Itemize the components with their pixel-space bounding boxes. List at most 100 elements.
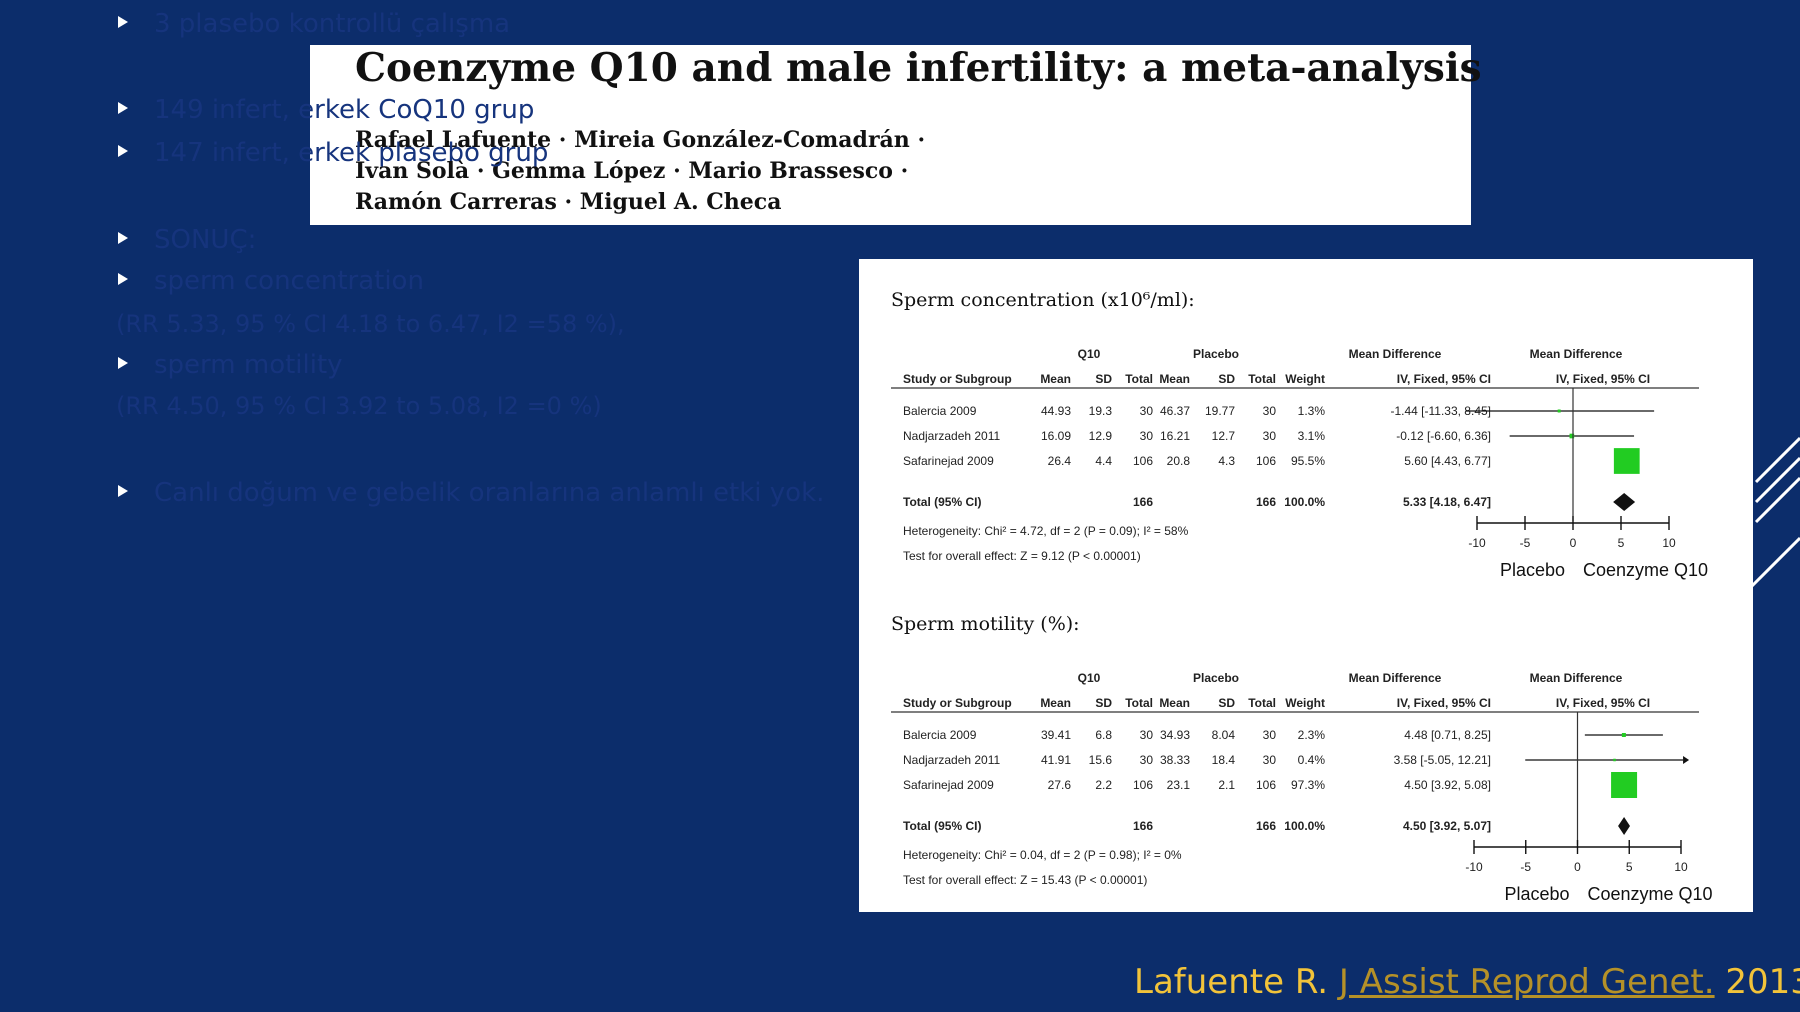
table-cell: 19.77 — [1205, 404, 1235, 418]
table-cell: 2.1 — [1218, 778, 1235, 792]
table-cell: 38.33 — [1160, 753, 1190, 767]
table-cell: 8.04 — [1212, 728, 1236, 742]
study-square — [1613, 758, 1616, 762]
x-tick-label: 5 — [1626, 860, 1633, 874]
table-cell: 6.8 — [1095, 728, 1112, 742]
forest-title: Sperm concentration (x10⁶/ml): — [891, 289, 1195, 311]
bullet-arrow-icon — [118, 272, 128, 285]
total-diamond — [1618, 817, 1630, 835]
column-header: IV, Fixed, 95% CI — [1397, 372, 1491, 386]
column-header: Mean — [1040, 696, 1071, 710]
table-cell: 4.3 — [1218, 454, 1235, 468]
citation-year: 2013 — [1725, 962, 1800, 1002]
result-motility: (RR 4.50, 95 % CI 3.92 to 5.08, I2 =0 %) — [116, 392, 602, 420]
table-cell: 30 — [1140, 404, 1154, 418]
total-label: Total (95% CI) — [903, 495, 981, 509]
table-cell: 34.93 — [1160, 728, 1190, 742]
forest-title: Sperm motility (%): — [891, 613, 1080, 635]
table-cell: 16.21 — [1160, 429, 1190, 443]
forest-plot: Sperm concentration (x10⁶/ml): Q10 Placebo… — [891, 289, 1713, 904]
column-header: Mean — [1040, 372, 1071, 386]
total-cell: 166 — [1256, 819, 1276, 833]
table-cell: 106 — [1133, 778, 1153, 792]
bullet-item: Canlı doğum ve gebelik oranlarına anlaml… — [118, 478, 824, 508]
overall-effect-text: Test for overall effect: Z = 15.43 (P < … — [903, 873, 1147, 887]
table-cell: 4.4 — [1095, 454, 1112, 468]
table-cell: 30 — [1263, 753, 1277, 767]
x-tick-label: 5 — [1618, 536, 1625, 550]
group-header: Q10 — [1078, 347, 1101, 361]
table-cell: 1.3% — [1298, 404, 1326, 418]
bullet-text: SONUÇ: — [154, 225, 257, 255]
column-header: Study or Subgroup — [903, 372, 1012, 386]
bullet-item: SONUÇ: — [118, 225, 256, 255]
bullet-text: sperm concentration — [154, 266, 424, 296]
x-tick-label: 0 — [1570, 536, 1577, 550]
group-header: Q10 — [1078, 671, 1101, 685]
bullet-text: 3 plasebo kontrollü çalışma — [154, 9, 511, 39]
table-cell: Balercia 2009 — [903, 728, 977, 742]
bullet-item: sperm motility — [118, 350, 343, 380]
table-cell: 3.1% — [1298, 429, 1326, 443]
table-cell: -1.44 [-11.33, 8.45] — [1390, 404, 1491, 418]
column-header: SD — [1095, 372, 1112, 386]
table-cell: 46.37 — [1160, 404, 1190, 418]
group-header: Placebo — [1193, 347, 1239, 361]
bullet-text: Canlı doğum ve gebelik oranlarına anlaml… — [154, 478, 825, 508]
column-header: Total — [1125, 696, 1153, 710]
bullet-item: sperm concentration — [118, 266, 424, 296]
table-cell: 16.09 — [1041, 429, 1071, 443]
axis-left-label: Placebo — [1500, 560, 1565, 580]
table-cell: 12.9 — [1089, 429, 1113, 443]
study-square — [1613, 448, 1640, 474]
table-cell: Nadjarzadeh 2011 — [903, 753, 1001, 767]
citation-journal-link[interactable]: J Assist Reprod Genet. — [1338, 962, 1715, 1002]
table-cell: 30 — [1263, 404, 1277, 418]
column-header: SD — [1095, 696, 1112, 710]
table-cell: -0.12 [-6.60, 6.36] — [1396, 429, 1491, 443]
table-cell: 20.8 — [1167, 454, 1191, 468]
table-cell: Safarinejad 2009 — [903, 454, 994, 468]
table-cell: 2.2 — [1095, 778, 1112, 792]
column-header: Mean — [1159, 696, 1190, 710]
table-cell: 30 — [1263, 429, 1277, 443]
column-header: Weight — [1285, 696, 1325, 710]
study-square — [1611, 772, 1638, 798]
bullet-arrow-icon — [118, 15, 128, 28]
study-square — [1557, 409, 1561, 413]
table-cell: 30 — [1140, 753, 1154, 767]
total-cell: 166 — [1133, 495, 1153, 509]
column-header: Mean — [1159, 372, 1190, 386]
table-cell: 4.50 [3.92, 5.08] — [1404, 778, 1491, 792]
table-cell: 3.58 [-5.05, 12.21] — [1394, 753, 1491, 767]
authors-line: Ramón Carreras · Miguel A. Checa — [355, 189, 782, 215]
table-cell: 30 — [1140, 728, 1154, 742]
table-cell: 106 — [1133, 454, 1153, 468]
heterogeneity-text: Heterogeneity: Chi² = 0.04, df = 2 (P = … — [903, 848, 1182, 862]
table-cell: 0.4% — [1298, 753, 1326, 767]
heterogeneity-text: Heterogeneity: Chi² = 4.72, df = 2 (P = … — [903, 524, 1189, 538]
total-cell: 166 — [1133, 819, 1153, 833]
bullet-arrow-icon — [118, 484, 128, 497]
table-cell: 4.48 [0.71, 8.25] — [1404, 728, 1491, 742]
x-tick-label: 10 — [1674, 860, 1688, 874]
total-cell: 100.0% — [1284, 495, 1325, 509]
bullet-arrow-icon — [118, 356, 128, 369]
result-concentration: (RR 5.33, 95 % CI 4.18 to 6.47, I2 =58 %… — [116, 310, 625, 338]
column-header: Study or Subgroup — [903, 696, 1012, 710]
overall-effect-text: Test for overall effect: Z = 9.12 (P < 0… — [903, 549, 1141, 563]
total-label: Total (95% CI) — [903, 819, 981, 833]
axis-left-label: Placebo — [1504, 884, 1569, 904]
group-header: Placebo — [1193, 671, 1239, 685]
table-cell: Safarinejad 2009 — [903, 778, 994, 792]
authors-line: Ivan Solà · Gemma López · Mario Brassesc… — [355, 158, 909, 184]
x-tick-label: -10 — [1465, 860, 1483, 874]
column-header: IV, Fixed, 95% CI — [1397, 696, 1491, 710]
table-cell: 41.91 — [1041, 753, 1071, 767]
forest-plot-panel: Sperm concentration (x10⁶/ml): Q10 Placebo… — [859, 259, 1753, 912]
table-cell: 44.93 — [1041, 404, 1071, 418]
axis-right-label: Coenzyme Q10 — [1583, 560, 1708, 580]
total-cell: 166 — [1256, 495, 1276, 509]
decorative-stripes — [1750, 436, 1800, 590]
group-header: Mean Difference — [1530, 671, 1623, 685]
